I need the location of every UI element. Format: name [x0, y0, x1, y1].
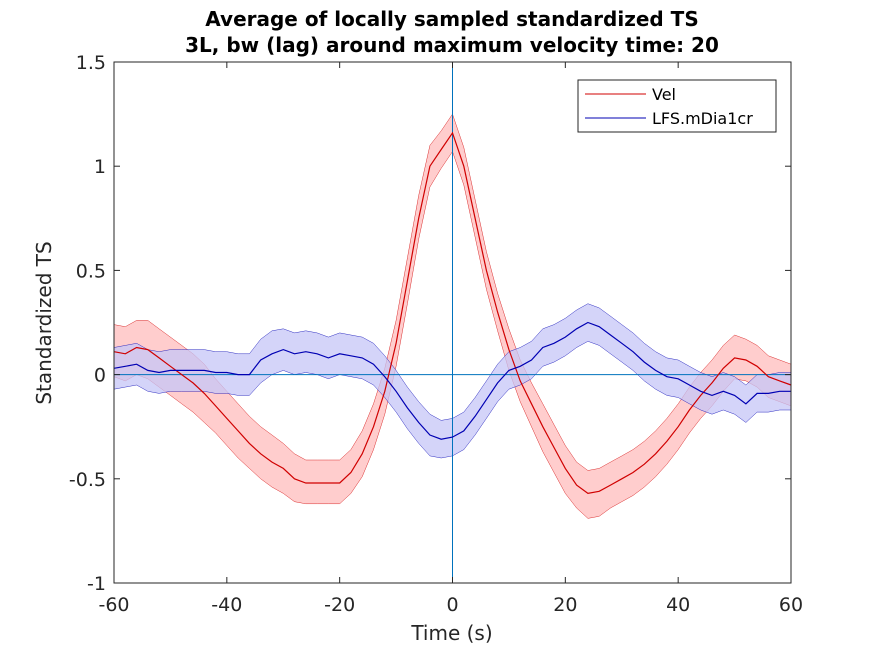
axis-ticks: -60 -40 -20 0 20 40 60 -1 -0.5 0 0.5 1 1.5 — [69, 52, 803, 616]
x-tick-label: 20 — [553, 594, 577, 616]
legend-box — [577, 79, 777, 133]
y-axis-label: Standardized TS — [32, 241, 56, 404]
x-axis-label: Time (s) — [410, 621, 492, 645]
chart-title-line1: Average of locally sampled standardized … — [205, 7, 698, 31]
x-tick-label: 0 — [446, 594, 458, 616]
x-tick-label: -40 — [211, 594, 242, 616]
reference-lines — [114, 62, 791, 583]
x-tick-label: -60 — [98, 594, 129, 616]
chart-title-line2: 3L, bw (lag) around maximum velocity tim… — [185, 33, 719, 57]
y-tick-label: 1.5 — [76, 52, 106, 74]
y-tick-label: 0 — [94, 365, 106, 387]
x-tick-label: -20 — [324, 594, 355, 616]
y-tick-label: -0.5 — [69, 469, 106, 491]
y-tick-label: 0.5 — [76, 260, 106, 282]
x-tick-label: 40 — [666, 594, 690, 616]
y-tick-label: 1 — [94, 156, 106, 178]
legend: Vel LFS.mDia1cr — [577, 79, 777, 133]
legend-label-lfs: LFS.mDia1cr — [652, 109, 753, 128]
x-tick-label: 60 — [779, 594, 803, 616]
series-line-vel — [113, 131, 792, 495]
series-lines — [113, 131, 792, 495]
y-tick-label: -1 — [87, 573, 106, 595]
series-line-lfs-mdia1cr — [113, 321, 791, 440]
legend-label-vel: Vel — [652, 85, 676, 104]
